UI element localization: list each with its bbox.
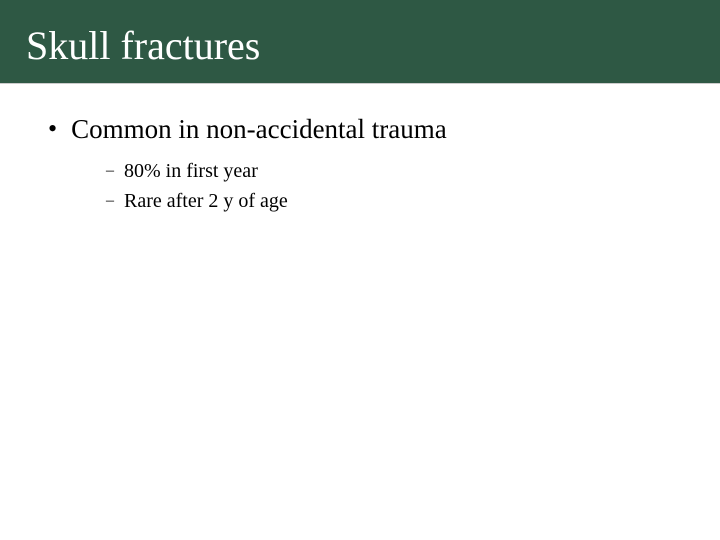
bullet-level-2: – Rare after 2 y of age xyxy=(106,188,720,214)
slide-title: Skull fractures xyxy=(26,22,720,69)
bullet-text: Common in non-accidental trauma xyxy=(71,112,447,146)
sub-bullet-list: – 80% in first year – Rare after 2 y of … xyxy=(48,156,720,214)
slide: Skull fractures • Common in non-accident… xyxy=(0,0,720,540)
sub-bullet-text: Rare after 2 y of age xyxy=(124,188,288,214)
slide-content: • Common in non-accidental trauma – 80% … xyxy=(0,84,720,214)
bullet-level-1: • Common in non-accidental trauma xyxy=(48,112,720,146)
sub-bullet-text: 80% in first year xyxy=(124,158,258,184)
sub-bullet-marker: – xyxy=(106,188,114,214)
bullet-marker: • xyxy=(48,112,57,146)
title-bar: Skull fractures xyxy=(0,0,720,84)
sub-bullet-marker: – xyxy=(106,158,114,184)
bullet-level-2: – 80% in first year xyxy=(106,158,720,184)
